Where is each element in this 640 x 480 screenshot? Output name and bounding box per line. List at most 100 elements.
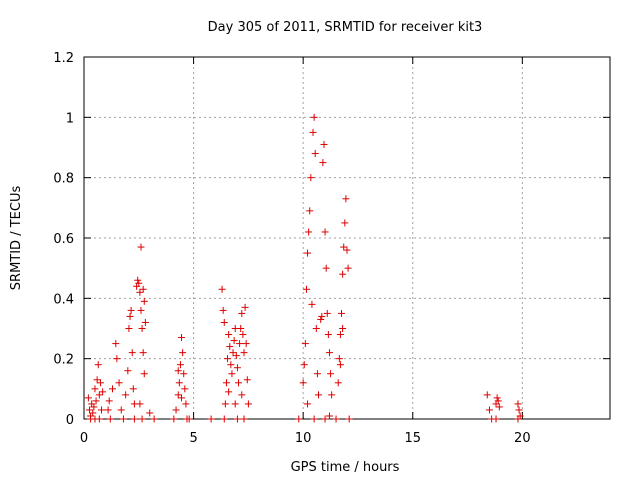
data-point [226,343,234,351]
data-point [95,391,103,399]
data-point [178,394,186,402]
grid-layer [84,57,610,419]
data-point [87,415,95,423]
data-point [317,315,325,323]
data-point [136,288,144,296]
data-point [336,331,344,339]
data-point [339,270,347,278]
data-point [494,397,502,405]
data-point [236,340,244,348]
data-point [341,219,349,227]
data-point [302,285,310,293]
data-point [96,379,104,387]
data-point [99,388,107,396]
data-point [345,415,353,423]
x-tick-label: 5 [189,431,197,446]
data-point [182,400,190,408]
data-point [334,379,342,387]
data-point [311,150,319,158]
data-point [136,400,144,408]
data-point [231,400,239,408]
data-point [130,415,138,423]
data-point [238,309,246,317]
data-point [315,391,323,399]
data-point [140,297,148,305]
data-point [299,379,307,387]
data-point [310,113,318,121]
data-point [221,400,229,408]
y-tick-label: 0.8 [53,172,74,187]
data-point [339,325,347,332]
data-point [300,361,308,369]
point-layer [84,113,524,423]
data-point [122,391,130,399]
data-point [90,403,98,411]
data-point [230,337,238,345]
data-point [137,306,145,314]
y-axis-label: SRMTID / TECUs [9,186,24,291]
data-point [218,285,226,293]
data-point [240,349,248,357]
x-tick-label: 10 [295,431,312,446]
data-point [238,391,246,399]
data-point [137,243,145,251]
data-point [135,279,143,287]
data-point [104,406,112,414]
data-point [106,415,114,423]
data-point [174,367,182,375]
data-point [237,325,245,332]
data-point [174,391,182,399]
data-point [235,379,243,387]
data-point [233,415,241,423]
data-point [320,140,328,148]
x-tick-label: 0 [80,431,88,446]
data-point [485,406,493,414]
data-point [108,385,116,393]
data-point [342,195,350,203]
data-point [336,361,344,369]
data-point [222,379,230,387]
data-point [125,325,133,332]
data-point [113,355,121,363]
data-point [323,309,331,317]
data-point [307,174,315,182]
data-point [225,331,233,339]
data-point [328,391,336,399]
tick-layer [83,56,610,420]
data-point [105,397,113,405]
data-point [325,412,333,420]
data-point [308,300,316,308]
data-point [305,228,313,236]
data-point [219,306,227,314]
data-point [233,364,241,372]
x-tick-label: 20 [514,431,531,446]
x-axis-label: GPS time / hours [291,460,400,475]
data-point [312,325,320,332]
data-point [175,379,183,387]
data-point [178,334,186,342]
data-point [325,349,333,357]
data-point [85,406,93,414]
data-point [128,349,136,357]
data-point [324,331,332,339]
data-point [139,285,147,293]
data-point [117,406,125,414]
data-point [321,228,329,236]
data-point [313,370,321,378]
data-point [241,303,249,311]
data-point [322,264,330,272]
data-point [243,376,251,384]
data-point [126,312,134,320]
data-point [112,340,120,348]
data-point [172,406,180,414]
data-point [295,415,303,423]
data-point [89,409,97,417]
chart-title: Day 305 of 2011, SRMTID for receiver kit… [208,20,483,35]
data-point [94,361,102,369]
data-point [124,367,132,375]
data-point [93,376,101,384]
data-point [321,415,329,423]
label-layer: 0 0.2 0.4 0.6 0.8 1 1.2 0 5 10 15 20 [53,51,530,446]
y-tick-label: 0.4 [53,292,74,307]
data-point [207,415,215,423]
